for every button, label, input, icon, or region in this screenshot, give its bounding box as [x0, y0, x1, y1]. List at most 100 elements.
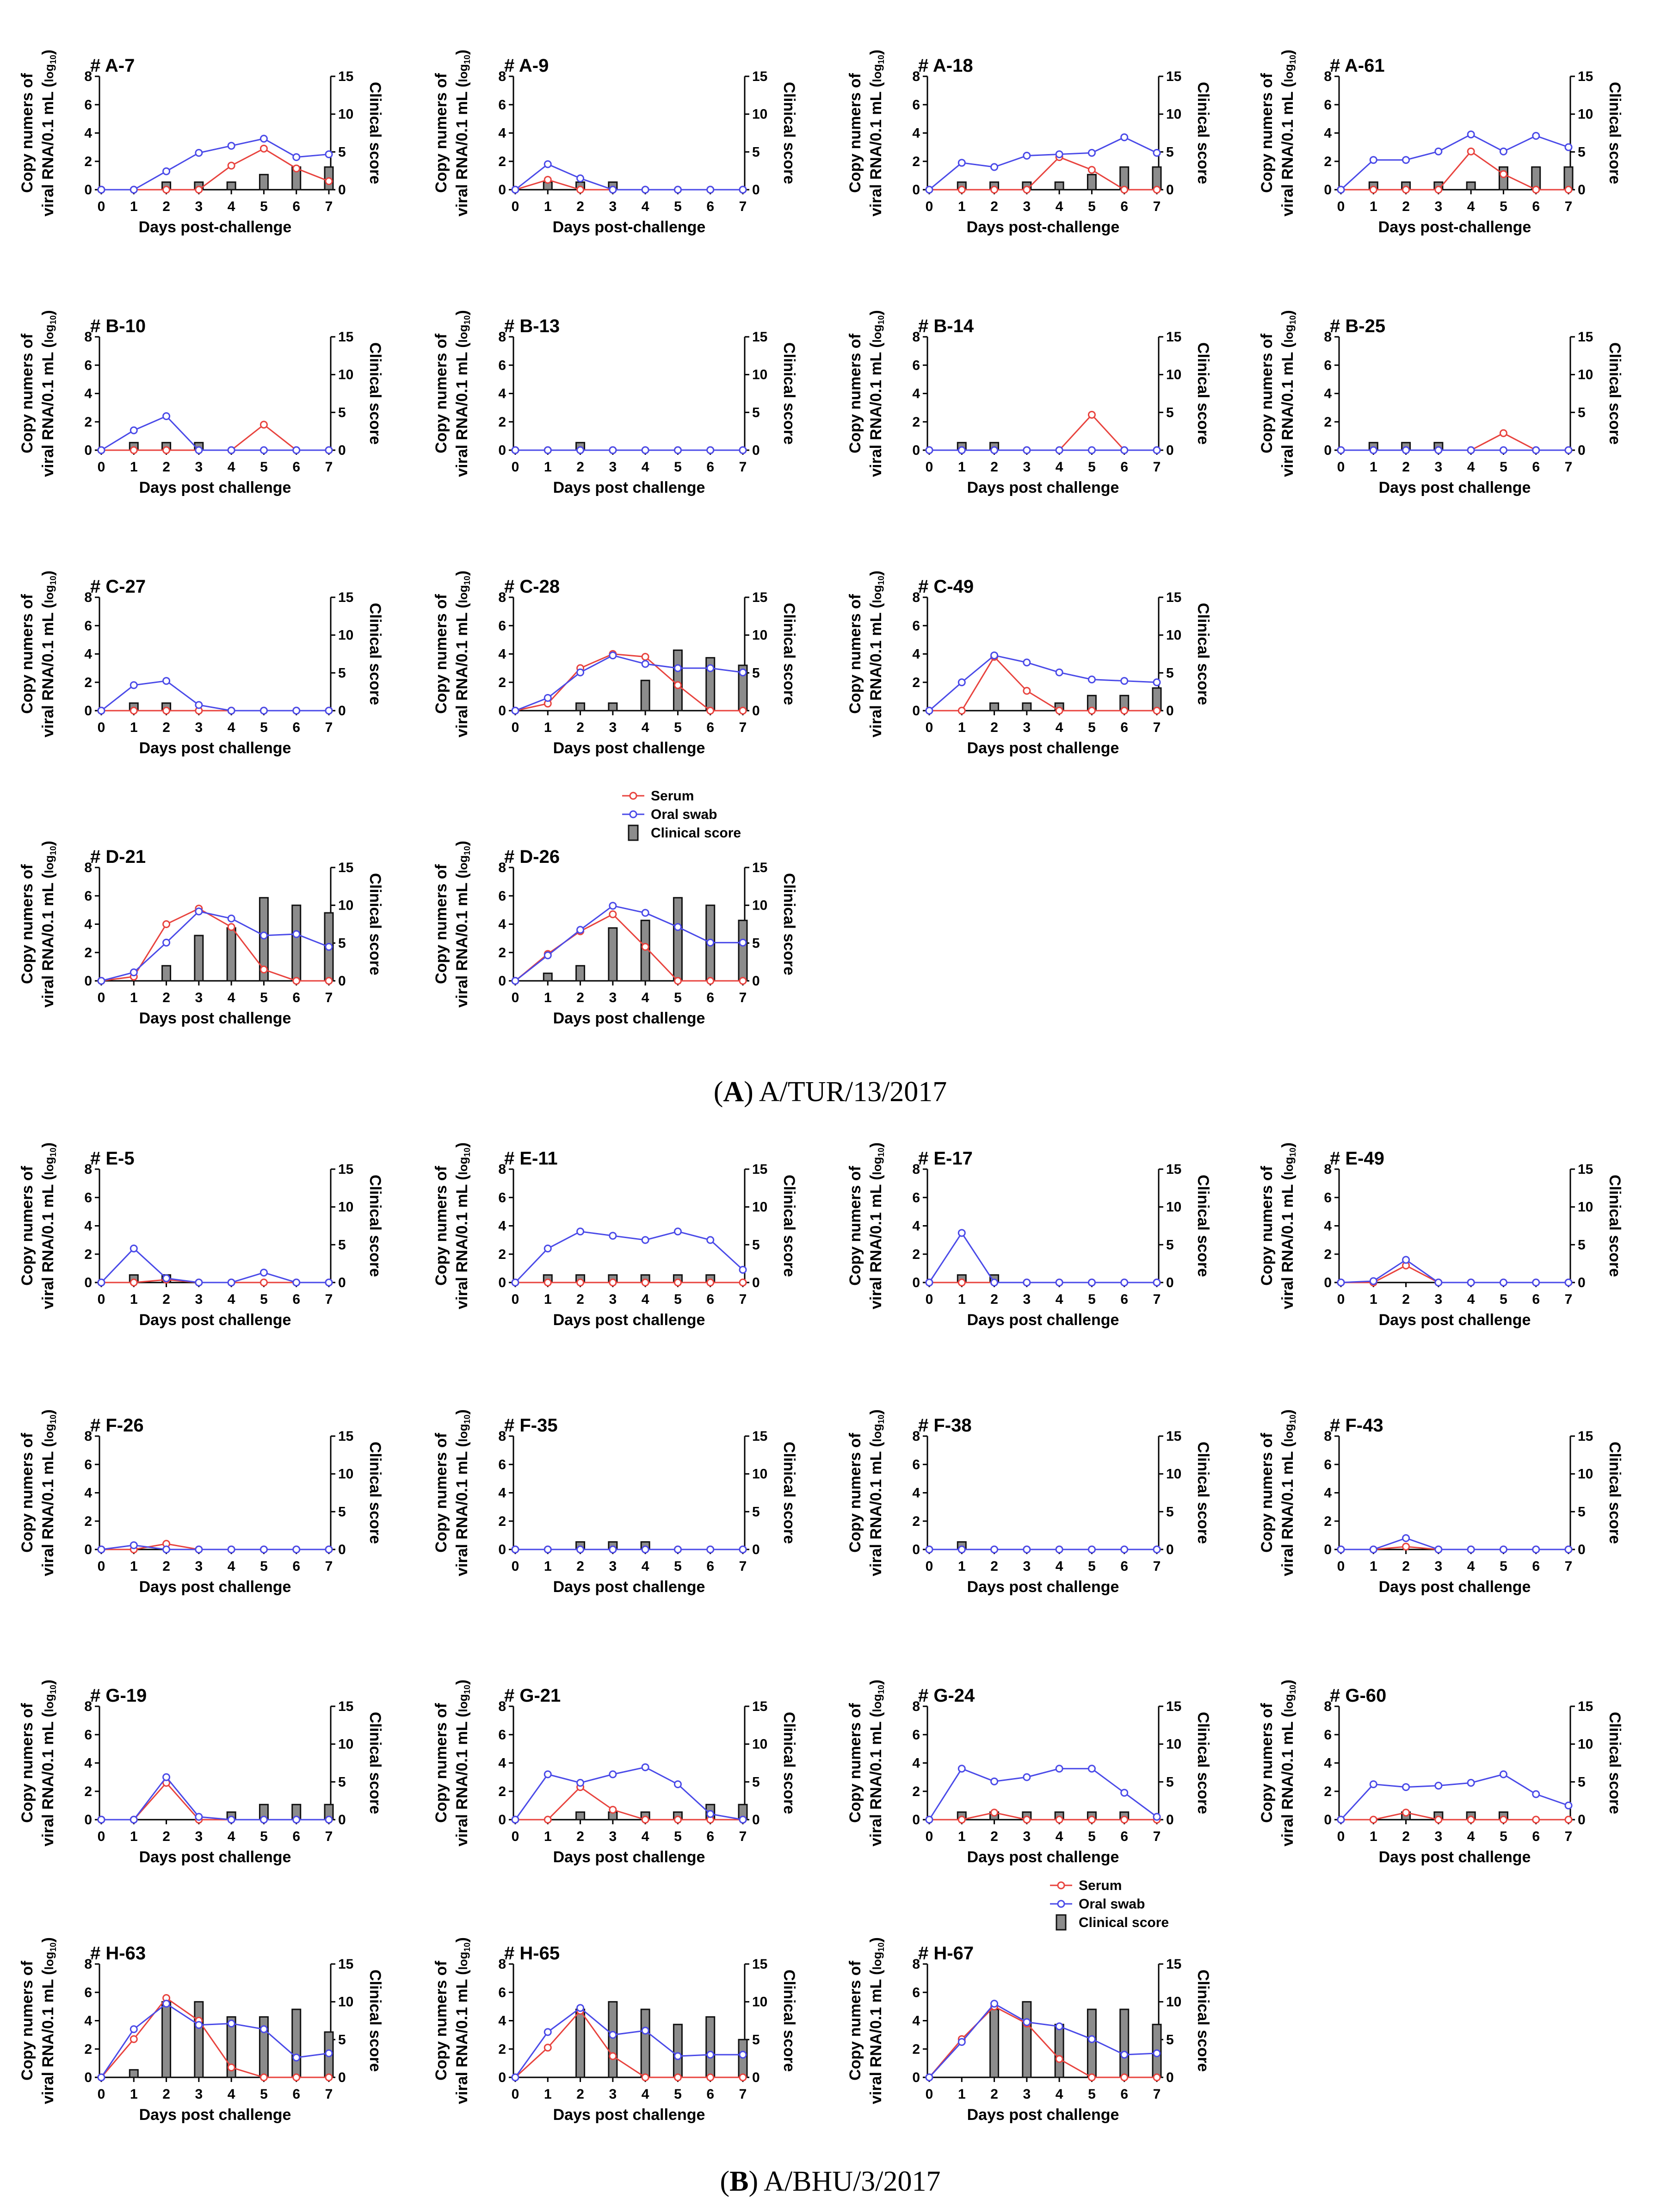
x-tick-label: 5: [1500, 199, 1507, 214]
x-tick-label: 1: [958, 1292, 966, 1307]
y-left-tick-label: 2: [912, 2042, 920, 2057]
oral-swab-point: [925, 1545, 933, 1554]
y-left-tick-label: 4: [498, 1756, 506, 1771]
y-right-tick-label: 5: [1578, 405, 1586, 420]
oral-swab-point: [97, 706, 105, 715]
x-tick-label: 3: [609, 459, 617, 475]
oral-swab-point: [925, 2073, 933, 2082]
y-right-tick-label: 5: [752, 1237, 760, 1252]
x-tick-label: 4: [1467, 1292, 1475, 1307]
y-left-tick-label: 6: [498, 1985, 506, 2000]
panel-title: # F-26: [90, 1415, 144, 1436]
oral-swab-point: [195, 701, 203, 709]
oral-swab-point: [957, 1545, 966, 1554]
y-left-label-main: viral RNA/0.1 mL (: [867, 1442, 885, 1576]
serum-point: [739, 2073, 747, 2082]
y-left-tick-label: 4: [84, 647, 92, 662]
y-left-axis-label-line2: viral RNA/0.1 mL (log10): [453, 50, 472, 217]
x-axis-label: Days post challenge: [139, 739, 291, 757]
y-left-label-log: log: [870, 64, 884, 82]
x-tick-label: 0: [1337, 1829, 1345, 1844]
x-tick-label: 0: [1337, 459, 1345, 475]
y-left-axis-label-line1: Copy numers of: [1258, 1432, 1276, 1552]
oral-swab-line: [514, 1766, 743, 1821]
y-left-tick-label: 0: [498, 443, 506, 458]
oral-swab-point: [325, 1815, 333, 1824]
y-right-tick-label: 5: [1166, 1774, 1174, 1790]
x-tick-label: 5: [1500, 1829, 1507, 1844]
y-left-axis-label-line1: Copy numers of: [432, 333, 450, 453]
y-right-tick-label: 15: [1578, 69, 1593, 84]
panel-e-17: # E-17 0 2 4 6 8 0 5 10 15 0 1 2 3 4 5 6 7 Days post chall…: [846, 1142, 1212, 1329]
y-right-axis-label: Clinical score: [780, 1712, 798, 1814]
oral-swab-point: [641, 660, 649, 668]
y-left-axis-label-line2: viral RNA/0.1 mL (log10): [453, 570, 472, 737]
y-right-tick-label: 10: [1578, 1467, 1593, 1482]
x-tick-label: 1: [544, 990, 552, 1005]
panel-c-49: # C-49 0 2 4 6 8 0 5 10 15 0 1 2 3 4 5 6 7 Days post chall…: [846, 570, 1212, 757]
clinical-score-bar: [226, 927, 236, 982]
clinical-score-bar: [291, 2008, 302, 2078]
y-left-tick-label: 8: [84, 69, 92, 84]
oral-swab-point: [1153, 446, 1161, 454]
x-tick-label: 0: [926, 720, 933, 735]
x-tick-label: 0: [926, 1559, 933, 1574]
serum-line: [1341, 1812, 1568, 1821]
y-left-label-close: ): [453, 1937, 471, 1942]
y-left-label-close: ): [39, 841, 57, 846]
panel-f-38: # F-38 0 2 4 6 8 0 5 10 15 0 1 2 3 4 5 6 7 Days post chall…: [846, 1409, 1212, 1596]
serum-point: [1564, 186, 1573, 194]
y-left-axis-label-line2: viral RNA/0.1 mL (log10): [867, 1142, 886, 1309]
oral-swab-point: [1120, 446, 1129, 454]
y-left-label-close: ): [1279, 1679, 1297, 1685]
x-tick-label: 6: [706, 1292, 714, 1307]
y-left-axis-label-line1: Copy numers of: [846, 1960, 864, 2080]
oral-swab-point: [576, 926, 585, 934]
y-right-axis-label: Clinical score: [366, 342, 384, 445]
oral-swab-point: [511, 186, 519, 194]
x-tick-label: 1: [958, 720, 966, 735]
y-left-tick-label: 4: [1324, 1756, 1332, 1771]
y-right-tick-label: 10: [1166, 107, 1181, 122]
panel-title: # G-21: [504, 1685, 561, 1706]
clinical-score-bar: [194, 935, 204, 982]
y-right-tick-label: 5: [752, 144, 760, 160]
y-left-tick-label: 2: [84, 1784, 92, 1799]
serum-point: [1120, 186, 1129, 194]
x-tick-label: 5: [260, 1559, 268, 1574]
oral-swab-point: [957, 159, 966, 167]
oral-swab-point: [227, 142, 235, 150]
oral-swab-point: [609, 1770, 617, 1778]
y-left-tick-label: 0: [498, 703, 506, 719]
x-tick-label: 2: [576, 720, 584, 735]
y-left-axis-label-line2: viral RNA/0.1 mL (log10): [1279, 1142, 1297, 1309]
y-right-tick-label: 10: [1166, 628, 1181, 643]
oral-swab-point: [1055, 1765, 1063, 1773]
x-tick-label: 0: [512, 459, 519, 475]
y-right-tick-label: 10: [752, 1467, 767, 1482]
y-left-label-close: ): [867, 310, 885, 315]
y-left-label-close: ): [867, 1937, 885, 1942]
oral-swab-point: [227, 446, 235, 454]
y-left-label-main: viral RNA/0.1 mL (: [453, 342, 471, 477]
panel-title: # F-38: [918, 1415, 972, 1436]
clinical-score-bar: [575, 1811, 586, 1821]
y-right-tick-label: 15: [752, 69, 767, 84]
panel-d-21: # D-21 0 2 4 6 8 0 5 10 15 0 1 2 3 4 5 6 7 Days post chall…: [19, 841, 384, 1027]
oral-swab-point: [706, 1810, 715, 1818]
oral-swab-point: [292, 706, 301, 715]
serum-point: [1434, 186, 1443, 194]
clinical-score-bar: [705, 2016, 716, 2078]
x-tick-label: 7: [325, 1292, 333, 1307]
y-left-label-log: log: [42, 1424, 56, 1442]
serum-point: [1532, 1815, 1540, 1824]
oral-swab-point: [130, 426, 138, 434]
x-tick-label: 2: [162, 1292, 170, 1307]
oral-swab-point: [1087, 149, 1096, 157]
y-left-label-sub: 10: [463, 315, 472, 324]
y-left-tick-label: 6: [498, 1457, 506, 1472]
clinical-score-bar: [543, 973, 553, 982]
y-left-tick-label: 0: [84, 2070, 92, 2085]
oral-swab-point: [1467, 130, 1475, 139]
y-left-tick-label: 4: [1324, 1219, 1332, 1234]
